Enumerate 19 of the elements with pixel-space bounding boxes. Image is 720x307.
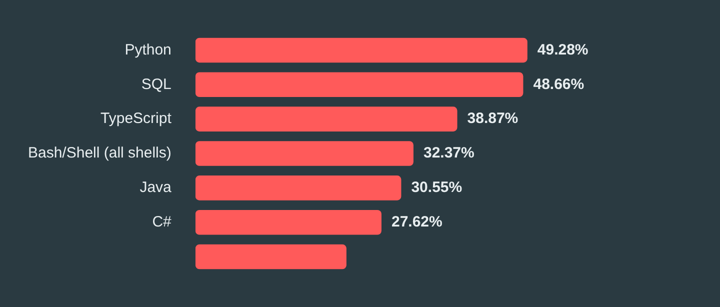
data-label: 32.37% bbox=[423, 144, 474, 162]
data-label: 30.55% bbox=[411, 179, 462, 196]
data-label: 49.28% bbox=[537, 41, 588, 58]
bar bbox=[195, 141, 414, 166]
y-tick-label: Bash/Shell (all shells) bbox=[28, 144, 172, 162]
y-tick-label: C# bbox=[152, 214, 172, 230]
y-tick-label: TypeScript bbox=[100, 110, 172, 128]
data-label: 38.87% bbox=[467, 110, 518, 128]
bar bbox=[195, 106, 458, 132]
bar bbox=[195, 38, 528, 63]
y-tick-label: Java bbox=[140, 179, 172, 196]
bar bbox=[195, 72, 524, 98]
bar bbox=[195, 176, 402, 200]
bar bbox=[195, 210, 382, 235]
y-tick-label: SQL bbox=[141, 76, 172, 93]
bar bbox=[195, 244, 346, 270]
y-tick-label: Python bbox=[124, 41, 172, 58]
data-label: 48.66% bbox=[533, 76, 584, 93]
data-label: 27.62% bbox=[391, 214, 442, 230]
